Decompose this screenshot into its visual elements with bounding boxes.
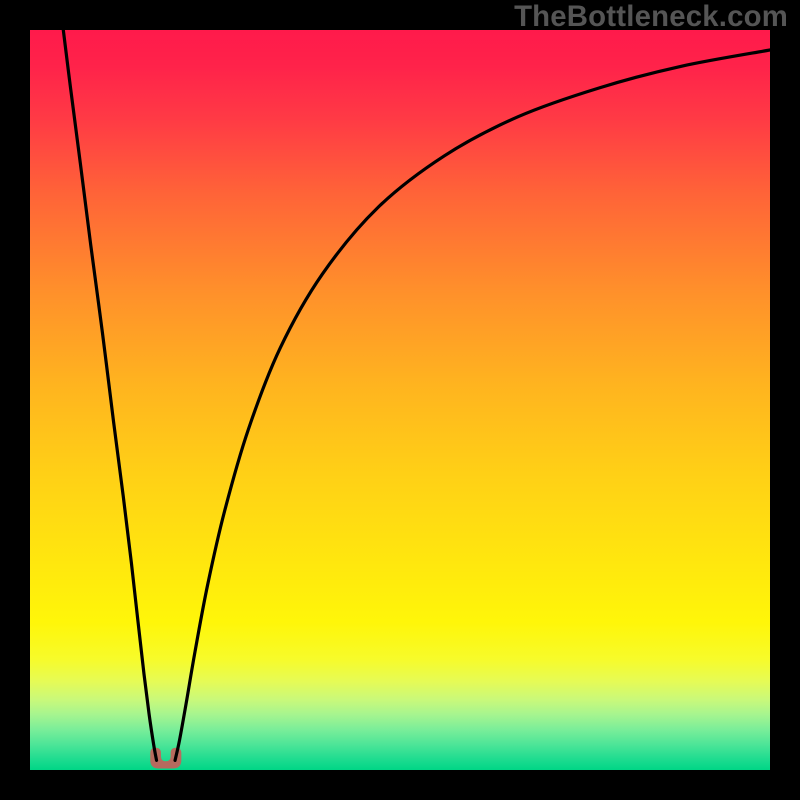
plot-area bbox=[30, 30, 770, 770]
watermark-text: TheBottleneck.com bbox=[514, 0, 788, 34]
chart-svg bbox=[30, 30, 770, 770]
chart-stage: TheBottleneck.com bbox=[0, 0, 800, 800]
curve-right bbox=[175, 50, 770, 760]
curve-left bbox=[63, 30, 156, 760]
